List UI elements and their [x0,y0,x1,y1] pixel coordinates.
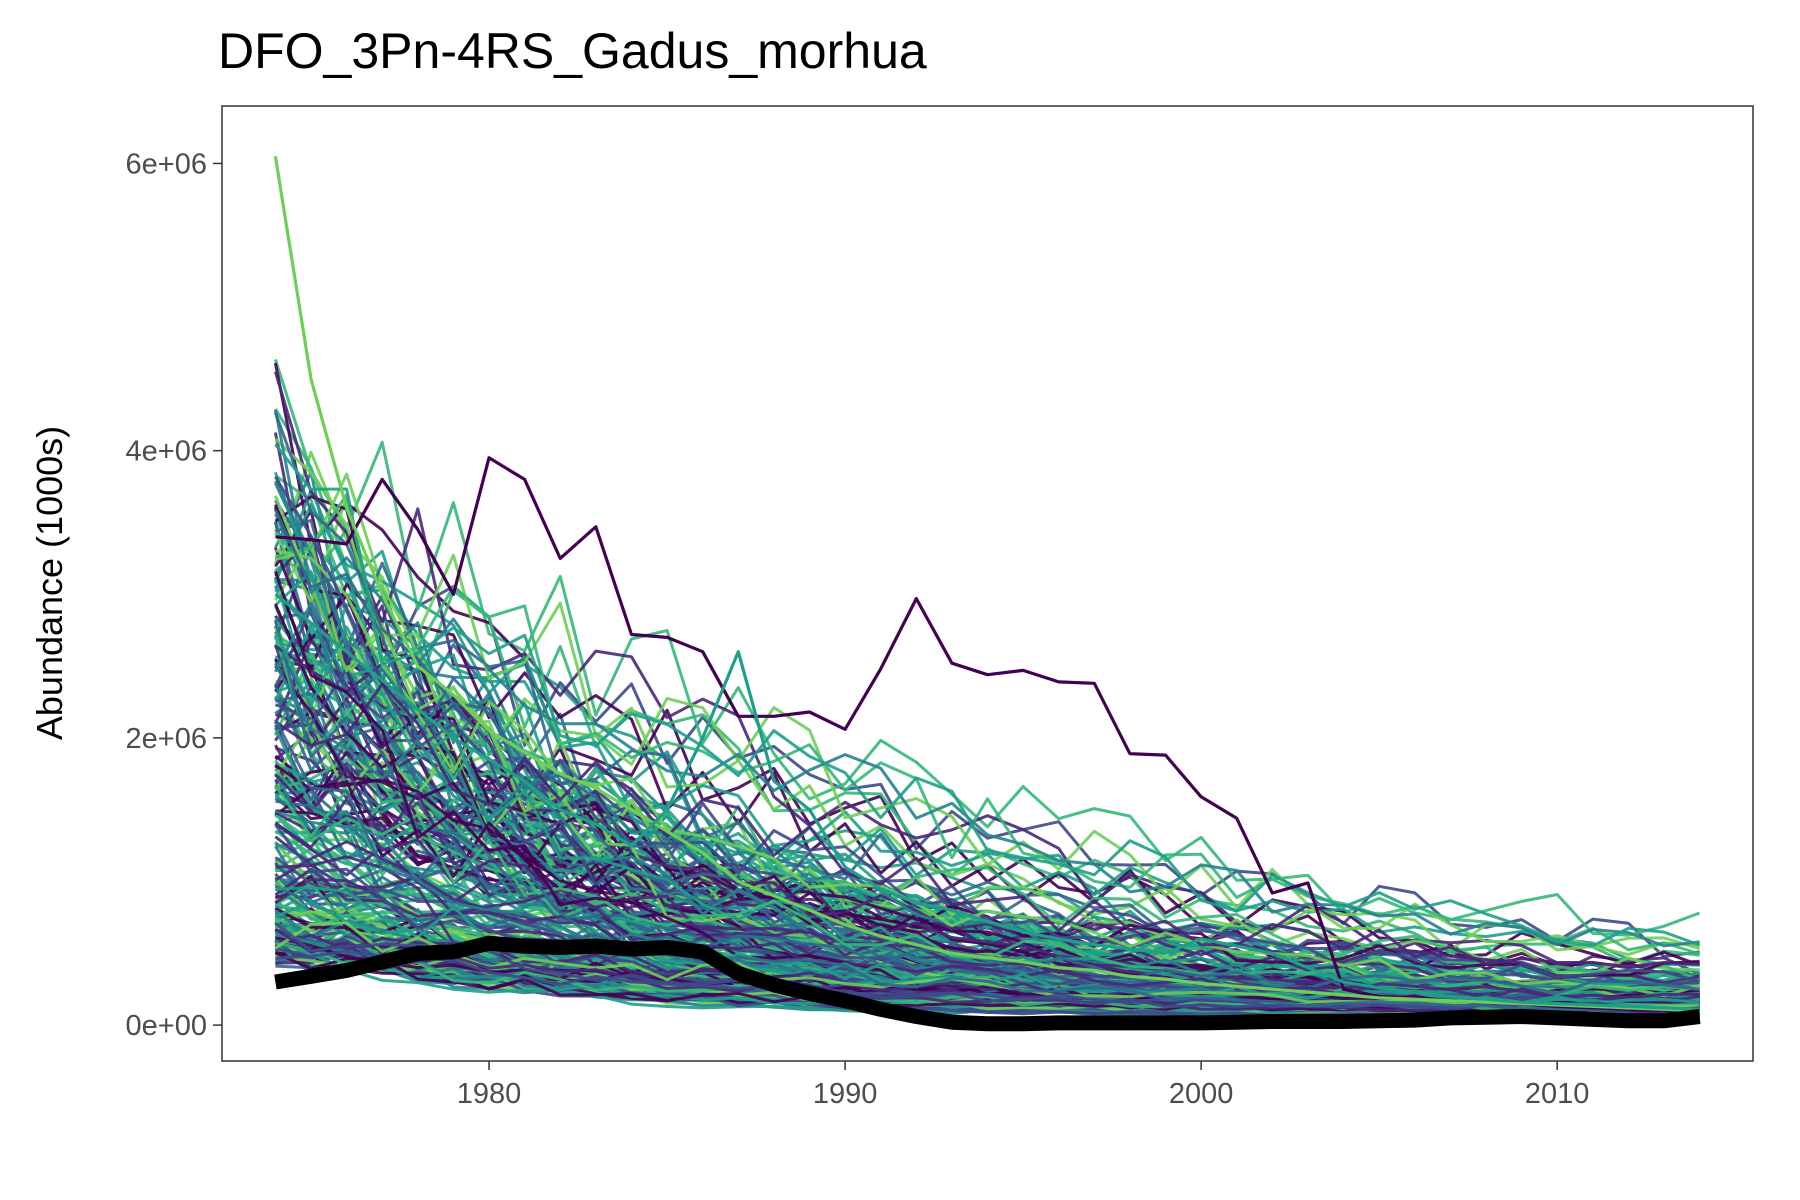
x-tick-label: 2000 [1169,1078,1234,1110]
reference-series-line [274,935,1701,1032]
ensemble-series-line [273,522,1700,959]
highlight-series-group [273,156,1700,1014]
x-tick-label: 2010 [1525,1078,1590,1110]
ensemble-series-line [274,867,1700,1004]
chart-title: DFO_3Pn-4RS_Gadus_morhua [218,23,927,79]
y-axis-title: Abundance (1000s) [29,426,70,740]
y-tick-label: 6e+06 [126,148,207,180]
ensemble-series-line [274,443,1701,948]
ensemble-series-line [273,409,1700,948]
x-axis: 1980 1990 2000 2010 [457,1061,1590,1110]
reference-series-group [274,935,1701,1032]
ensemble-series-line [274,840,1700,1002]
y-tick-label: 0e+00 [126,1010,207,1042]
x-tick-label: 1990 [813,1078,878,1110]
ensemble-series-line [274,922,1700,1013]
ensemble-series-line [274,718,1700,1014]
highlight-series-line [273,156,1700,1013]
ensemble-series-line [273,371,1700,970]
ensemble-series-line [275,493,1701,956]
y-tick-label: 4e+06 [126,436,207,468]
y-axis: 0e+00 2e+06 4e+06 6e+06 [126,148,222,1042]
x-tick-label: 1980 [457,1078,522,1110]
y-tick-label: 2e+06 [126,723,207,755]
highlight-series-line [274,593,1700,1011]
ensemble-series-line [274,495,1701,998]
plot-panel-border [221,105,1754,1062]
